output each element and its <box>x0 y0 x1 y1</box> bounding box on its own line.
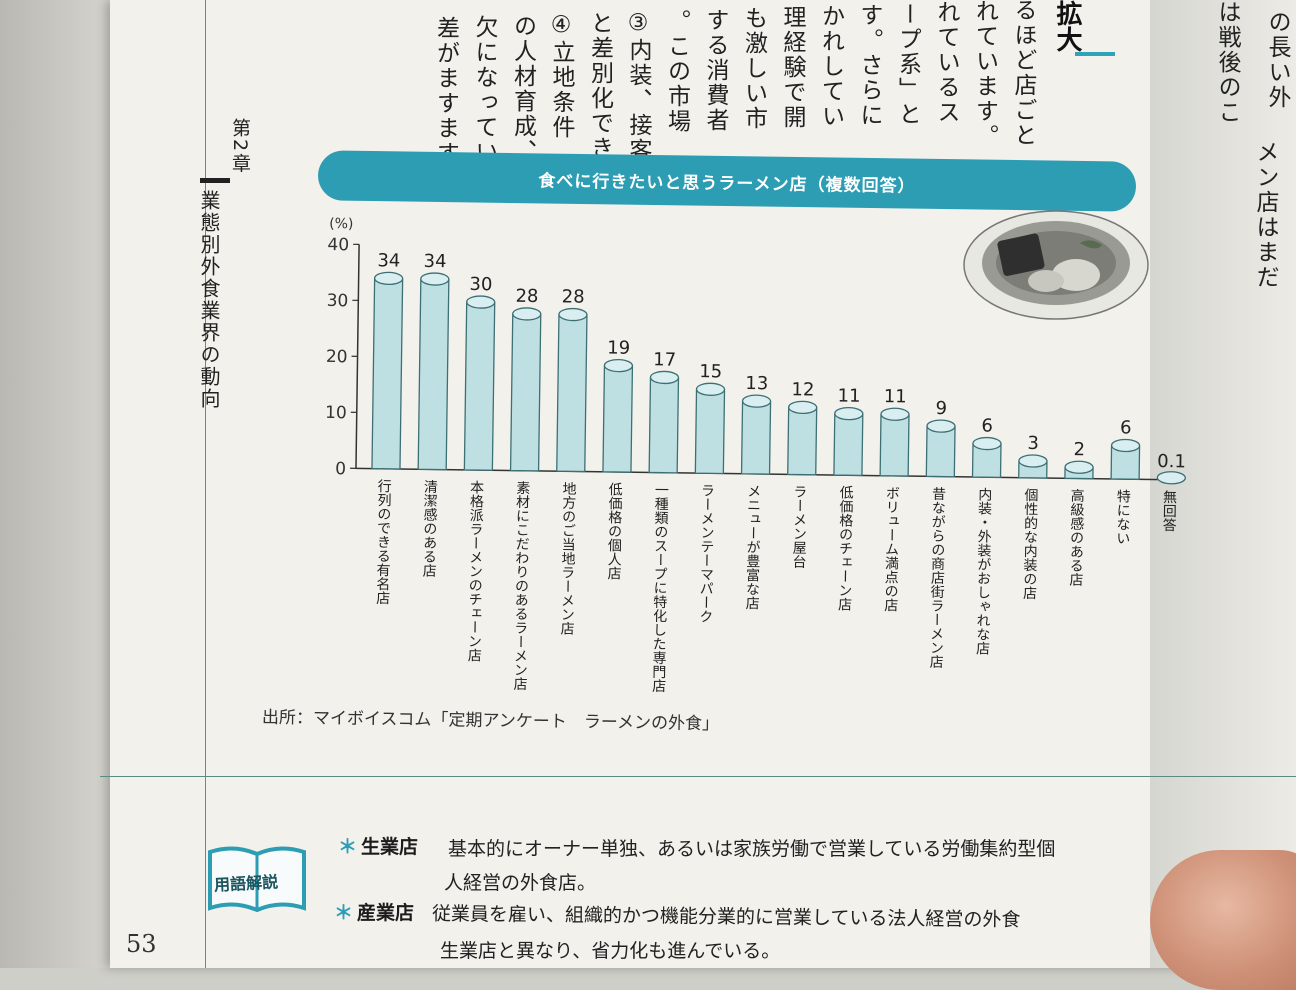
data-label: 12 <box>791 379 814 400</box>
bar <box>557 314 587 471</box>
category-label: 内装・外装がおしゃれな店 <box>974 487 992 656</box>
bar <box>372 278 403 469</box>
y-axis-unit: (%) <box>329 216 353 232</box>
bar <box>603 365 632 472</box>
data-label: 34 <box>377 250 400 271</box>
data-label: 6 <box>1120 417 1132 438</box>
y-tick-label: 40 <box>327 235 349 255</box>
term-1-label: 生業店 <box>361 836 418 858</box>
category-label: 昔ながらの商店街ラーメン店 <box>928 486 947 669</box>
term-1-def-line1: 基本的にオーナー単独、あるいは家族労働で営業している労働集約型個 <box>448 834 1055 861</box>
y-tick-label: 0 <box>335 459 346 479</box>
category-label: ラーメン屋台 <box>790 484 807 569</box>
bar-top <box>927 420 955 432</box>
data-label: 30 <box>469 274 492 295</box>
bar-top <box>650 371 678 383</box>
category-label: 個性的な内装の店 <box>1021 488 1039 601</box>
thumb <box>1150 850 1296 990</box>
bar <box>464 302 494 470</box>
data-label: 28 <box>515 286 538 307</box>
term-2-label: 産業店 <box>357 902 414 924</box>
y-tick-label: 30 <box>327 291 349 311</box>
bar-top <box>742 395 770 407</box>
bar-top <box>1157 472 1185 484</box>
data-label: 17 <box>653 349 676 370</box>
category-label: 特にない <box>1114 489 1131 545</box>
bar <box>511 314 541 471</box>
category-label: ラーメンテーマパーク <box>697 483 715 624</box>
y-tick-label: 20 <box>326 347 348 367</box>
bar-top <box>559 308 587 320</box>
bar-top <box>789 401 817 413</box>
data-label: 11 <box>884 386 907 407</box>
category-label: 低価格の個人店 <box>605 482 622 581</box>
category-label: 無回答 <box>1161 490 1178 533</box>
category-label: 本格派ラーメンのチェーン店 <box>466 480 485 663</box>
bar-top <box>1065 461 1093 473</box>
data-label: 9 <box>935 398 947 419</box>
bar-top <box>1111 439 1139 451</box>
page-number: 53 <box>126 930 157 958</box>
data-label: 11 <box>837 385 860 406</box>
bar <box>834 413 863 475</box>
category-label: 高級感のある店 <box>1067 488 1084 587</box>
data-label: 19 <box>607 337 630 358</box>
category-label: 低価格のチェーン店 <box>836 485 854 612</box>
bar <box>695 389 724 473</box>
term-1-def-line2: 人経営の外食店。 <box>444 868 596 895</box>
data-label: 15 <box>699 361 722 382</box>
bar-top <box>467 296 495 308</box>
bar-top <box>881 408 909 420</box>
data-label: 0.1 <box>1157 451 1186 472</box>
category-label: 素材にこだわりのあるラーメン店 <box>511 481 530 692</box>
footer-rule <box>100 776 1296 777</box>
y-tick-label: 10 <box>325 403 347 423</box>
bar-top <box>513 308 541 320</box>
data-label: 6 <box>981 415 993 436</box>
data-label: 13 <box>745 373 768 394</box>
bar <box>418 279 449 470</box>
bar-top <box>696 383 724 395</box>
category-label: 一種類のスープに特化した専門店 <box>650 483 669 694</box>
bar-top <box>973 437 1001 449</box>
bar <box>926 426 955 477</box>
term-1: ＊生業店 <box>338 832 418 859</box>
bar <box>649 377 678 473</box>
category-label: 地方のご当地ラーメン店 <box>558 481 576 636</box>
bar <box>742 401 771 474</box>
category-label: 清潔感のある店 <box>421 479 438 578</box>
category-label: ボリューム満点の店 <box>882 486 900 613</box>
category-label: メニューが豊富な店 <box>744 484 762 611</box>
plot-area: 0 10 20 30 40 (%) 34 行列のできる有名店 34 清潔感のある店 30 本格派ラーメ… <box>321 216 1189 700</box>
bar <box>880 414 909 476</box>
data-label: 2 <box>1073 439 1085 460</box>
data-label: 3 <box>1027 433 1039 454</box>
data-label: 34 <box>423 251 446 272</box>
bar-top <box>375 272 403 284</box>
bar-top <box>1019 455 1047 467</box>
bar-top <box>835 407 863 419</box>
glossary-label: 用語解説 <box>213 868 278 895</box>
term-2-def-line2: 生業店と異なり、省力化も進んでいる。 <box>440 936 780 963</box>
category-label: 行列のできる有名店 <box>374 479 392 606</box>
bar <box>788 407 817 475</box>
data-label: 28 <box>562 286 585 307</box>
bar-chart: 0 10 20 30 40 (%) 34 行列のできる有名店 34 清潔感のある店 30 本格派ラーメ… <box>0 0 1296 968</box>
term-2: ＊産業店 <box>334 898 414 925</box>
bar-top <box>421 273 449 285</box>
bar-top <box>604 359 632 371</box>
